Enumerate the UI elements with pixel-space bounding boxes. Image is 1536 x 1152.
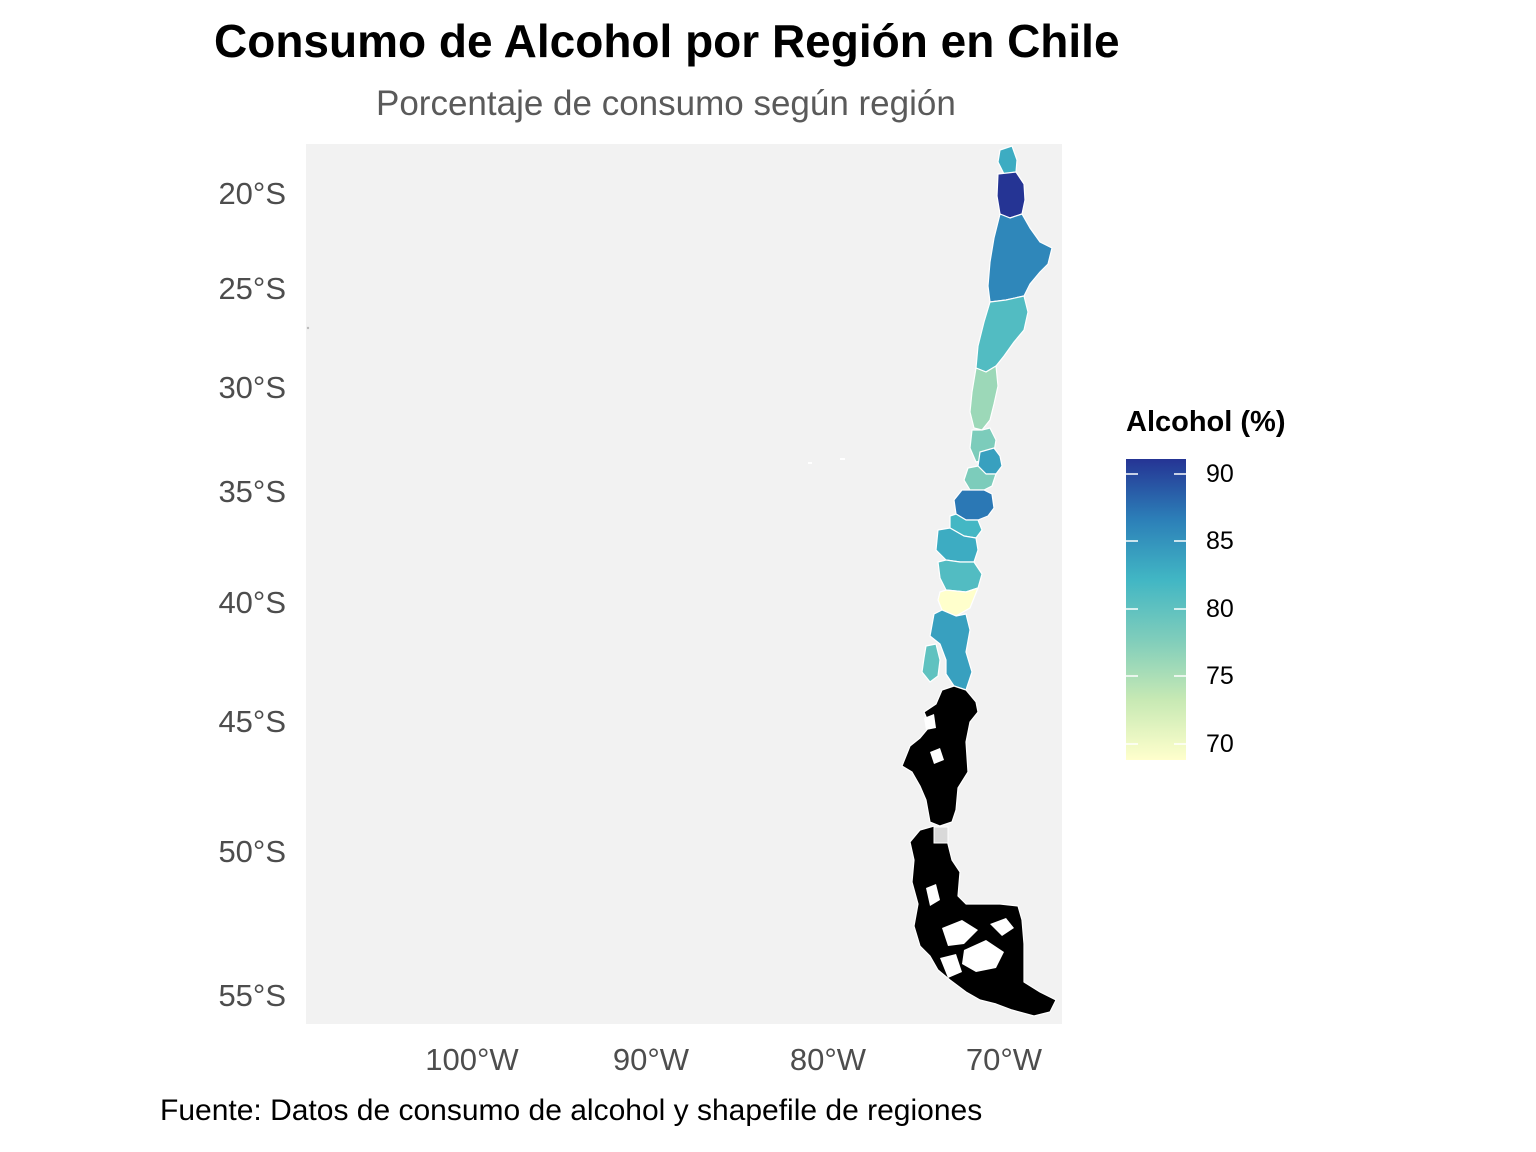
y-tick-label: 25°S [218,271,286,306]
y-tick-label: 20°S [218,176,286,211]
island [840,458,845,460]
island [808,462,812,464]
legend-label: 70 [1206,730,1234,758]
x-tick-label: 70°W [966,1042,1043,1077]
island [306,326,310,330]
region-tarapaca[interactable] [996,171,1026,219]
y-tick-label: 35°S [218,474,286,509]
legend-title: Alcohol (%) [1126,406,1286,438]
chart-title: Consumo de Alcohol por Región en Chile [214,15,1120,67]
region-los-rios[interactable] [937,587,979,617]
caption: Fuente: Datos de consumo de alcohol y sh… [160,1094,983,1127]
legend-label: 80 [1206,595,1234,623]
legend-label: 90 [1206,460,1234,488]
x-tick-label: 80°W [790,1042,867,1077]
region-chiloe[interactable] [921,643,941,683]
channel [962,940,1004,972]
region-coquimbo[interactable] [969,365,999,431]
channel [924,714,936,730]
channel [930,748,944,764]
region-araucania[interactable] [937,559,983,593]
na-region [933,826,949,844]
y-tick-label: 30°S [218,370,286,405]
channel [940,954,962,978]
y-tick-label: 45°S [218,704,286,739]
region-antofagasta[interactable] [987,213,1053,303]
region-maule[interactable] [953,489,995,521]
channel [990,918,1014,936]
y-tick-label: 50°S [218,834,286,869]
region-los-lagos[interactable] [929,609,973,691]
channel [926,884,940,906]
x-tick-label: 100°W [425,1042,519,1077]
region-ohiggins[interactable] [963,465,997,491]
channels-layer [924,714,1014,978]
region-atacama[interactable] [975,295,1029,373]
legend-label: 75 [1206,662,1234,690]
channel [942,920,978,946]
y-tick-label: 55°S [218,978,286,1013]
chart-subtitle: Porcentaje de consumo según región [376,84,956,123]
legend-ticks [1126,473,1186,745]
legend-label: 85 [1206,527,1234,555]
region-biobio[interactable] [935,527,979,563]
y-tick-label: 40°S [218,585,286,620]
x-tick-label: 90°W [613,1042,690,1077]
